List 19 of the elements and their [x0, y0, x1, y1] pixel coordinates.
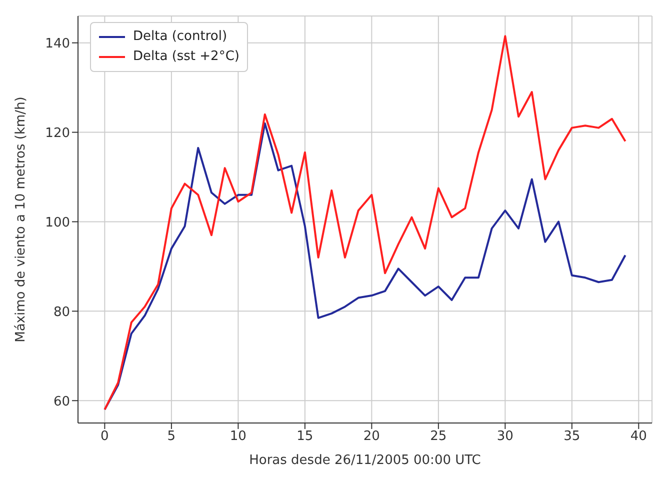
x-tick-label: 15 — [296, 429, 314, 444]
x-tick-label: 40 — [630, 429, 647, 444]
y-tick-label: 120 — [45, 126, 70, 141]
y-tick-label: 140 — [45, 36, 70, 52]
y-axis-title: Máximo de viento a 10 metros (km/h) — [14, 96, 29, 342]
x-tick-label: 30 — [496, 429, 514, 444]
line-series — [104, 122, 626, 411]
x-tick-label: 5 — [167, 429, 176, 444]
x-tick-label: 35 — [564, 429, 580, 444]
x-axis-title: Horas desde 26/11/2005 00:00 UTC — [249, 453, 481, 468]
y-tick-label: 80 — [53, 304, 70, 320]
legend-label: Delta (sst +2°C) — [133, 48, 240, 66]
y-tick-label: 60 — [53, 394, 70, 410]
x-tick-label: 25 — [430, 429, 447, 444]
y-tick-label: 100 — [45, 215, 70, 230]
x-tick-label: 10 — [230, 429, 246, 444]
x-tick-label: 20 — [363, 429, 380, 444]
legend-label: Delta (control) — [133, 28, 228, 46]
x-tick-label: 0 — [100, 429, 109, 444]
